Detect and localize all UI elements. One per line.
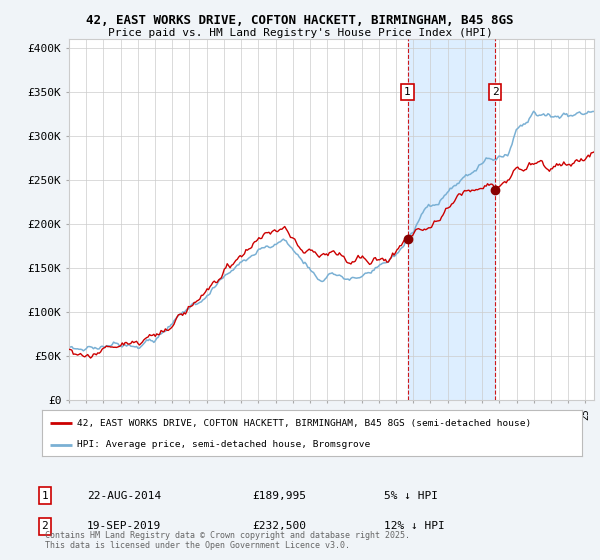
Text: HPI: Average price, semi-detached house, Bromsgrove: HPI: Average price, semi-detached house,… — [77, 440, 370, 450]
Text: 1: 1 — [41, 491, 49, 501]
Text: 12% ↓ HPI: 12% ↓ HPI — [384, 521, 445, 531]
Text: 5% ↓ HPI: 5% ↓ HPI — [384, 491, 438, 501]
Text: Contains HM Land Registry data © Crown copyright and database right 2025.
This d: Contains HM Land Registry data © Crown c… — [45, 530, 410, 550]
Text: 19-SEP-2019: 19-SEP-2019 — [87, 521, 161, 531]
Text: £189,995: £189,995 — [252, 491, 306, 501]
Text: 1: 1 — [404, 87, 411, 97]
Text: £232,500: £232,500 — [252, 521, 306, 531]
Text: Price paid vs. HM Land Registry's House Price Index (HPI): Price paid vs. HM Land Registry's House … — [107, 28, 493, 38]
Bar — [407, 39, 495, 400]
Text: 2: 2 — [41, 521, 49, 531]
Text: 42, EAST WORKS DRIVE, COFTON HACKETT, BIRMINGHAM, B45 8GS: 42, EAST WORKS DRIVE, COFTON HACKETT, BI… — [86, 14, 514, 27]
Text: 42, EAST WORKS DRIVE, COFTON HACKETT, BIRMINGHAM, B45 8GS (semi-detached house): 42, EAST WORKS DRIVE, COFTON HACKETT, BI… — [77, 419, 532, 428]
Text: 22-AUG-2014: 22-AUG-2014 — [87, 491, 161, 501]
Text: 2: 2 — [491, 87, 499, 97]
